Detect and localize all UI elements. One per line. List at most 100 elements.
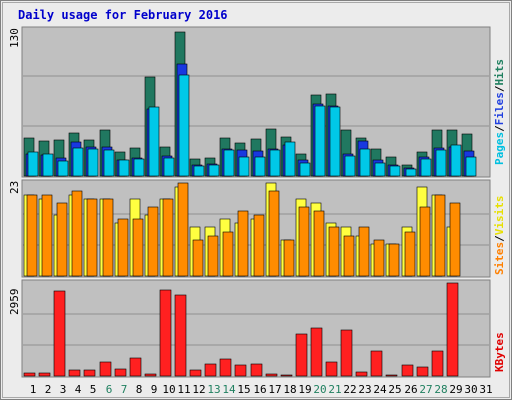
x-tick-label-day-9: 9 [151, 383, 158, 396]
bar-sites-day-17 [268, 190, 280, 277]
chart-title: Daily usage for February 2016 [18, 8, 228, 22]
bar-sites-day-2 [41, 194, 53, 277]
bar-sites-day-1 [26, 194, 38, 277]
x-tick-label-day-5: 5 [90, 383, 97, 396]
bar-pages-day-23 [359, 148, 371, 177]
x-tick-label-day-14: 14 [222, 383, 236, 396]
bar-sites-day-6 [102, 198, 114, 277]
x-tick-label-day-2: 2 [45, 383, 52, 396]
bar-kbytes-day-14 [219, 358, 232, 377]
bar-kbytes-day-2 [38, 372, 51, 377]
bar-kbytes-day-15 [234, 364, 247, 377]
x-tick-label-day-16: 16 [253, 383, 266, 396]
bar-kbytes-day-6 [99, 361, 112, 377]
bar-pages-day-14 [223, 149, 235, 177]
x-tick-label-day-4: 4 [75, 383, 82, 396]
x-tick-label-day-3: 3 [60, 383, 67, 396]
bar-pages-day-8 [133, 158, 145, 177]
x-tick-label-day-26: 26 [404, 383, 417, 396]
panel-bars [23, 31, 477, 177]
x-tick-label-day-11: 11 [177, 383, 190, 396]
bar-sites-day-24 [373, 239, 385, 277]
bar-kbytes-day-19 [295, 333, 308, 377]
hits-files-pages-panel: 130 Pages/Files/Hits [8, 26, 506, 178]
x-tick-label-day-22: 22 [343, 383, 356, 396]
bar-pages-day-12 [193, 165, 205, 177]
bar-kbytes-day-3 [53, 290, 66, 377]
x-tick-label-day-6: 6 [106, 383, 113, 396]
bar-pages-day-7 [118, 159, 130, 177]
series-label-hits: Hits [493, 59, 506, 86]
bar-kbytes-day-18 [280, 374, 293, 377]
bar-sites-day-10 [162, 198, 174, 277]
bar-kbytes-day-12 [189, 369, 202, 377]
bar-sites-day-13 [207, 235, 219, 277]
bar-pages-day-11 [178, 74, 190, 177]
bar-pages-day-30 [465, 156, 477, 177]
panel-background [21, 279, 491, 378]
series-labels-hits-files-pages: Pages/Files/Hits [493, 59, 506, 165]
x-tick-label-day-18: 18 [283, 383, 296, 396]
bar-pages-day-29 [450, 144, 462, 177]
bar-kbytes-day-1 [23, 372, 36, 377]
x-tick-label-day-31: 31 [479, 383, 492, 396]
bar-pages-day-13 [208, 164, 220, 177]
x-tick-label-day-13: 13 [207, 383, 220, 396]
x-tick-label-day-23: 23 [358, 383, 371, 396]
bar-pages-day-24 [374, 162, 386, 177]
series-label-kbytes-text: KBytes [493, 332, 506, 372]
x-tick-label-day-30: 30 [464, 383, 477, 396]
bar-pages-day-9 [148, 106, 160, 177]
bar-sites-day-8 [132, 218, 144, 277]
x-tick-label-day-24: 24 [373, 383, 387, 396]
bar-pages-day-19 [299, 162, 311, 177]
sites-visits-panel: 23 Sites/Visits [8, 179, 506, 278]
bar-pages-day-3 [57, 160, 69, 177]
bar-sites-day-4 [71, 190, 83, 277]
bar-kbytes-day-25 [385, 374, 398, 377]
x-tick-label-day-8: 8 [136, 383, 143, 396]
bar-pages-day-27 [420, 158, 432, 177]
panel-max-label: 23 [8, 181, 21, 194]
bar-pages-day-22 [344, 155, 356, 177]
bar-kbytes-day-22 [340, 329, 353, 377]
bar-kbytes-day-27 [416, 366, 429, 377]
bar-sites-day-25 [388, 243, 400, 277]
series-label-sites: Sites [493, 242, 506, 275]
panel-bars [23, 182, 461, 277]
bar-pages-day-26 [405, 168, 417, 177]
bar-kbytes-day-4 [68, 369, 81, 377]
bar-sites-day-29 [449, 202, 461, 277]
x-tick-label-day-25: 25 [388, 383, 401, 396]
bar-pages-day-25 [389, 165, 401, 177]
bar-sites-day-7 [117, 218, 129, 277]
bar-pages-day-1 [27, 151, 39, 177]
bar-kbytes-day-11 [174, 294, 187, 377]
bar-kbytes-day-5 [83, 369, 96, 377]
bar-kbytes-day-29 [446, 282, 459, 377]
x-tick-label-day-10: 10 [162, 383, 175, 396]
bar-kbytes-day-20 [310, 327, 323, 377]
bar-kbytes-day-24 [370, 350, 383, 377]
bar-pages-day-6 [103, 149, 115, 177]
bar-sites-day-20 [313, 210, 325, 277]
series-label-files: Files [493, 92, 506, 125]
bar-sites-day-21 [328, 226, 340, 277]
bar-sites-day-5 [86, 198, 98, 277]
x-tick-label-day-15: 15 [237, 383, 250, 396]
panel-bars [23, 282, 459, 377]
bar-pages-day-18 [284, 141, 296, 177]
bar-pages-day-28 [435, 149, 447, 177]
series-labels-sites-visits: Sites/Visits [493, 196, 506, 276]
bar-sites-day-22 [343, 235, 355, 277]
series-label-sep: / [493, 85, 506, 92]
panel-gridlines [23, 75, 489, 127]
bar-sites-day-23 [358, 226, 370, 277]
bar-pages-day-16 [254, 156, 266, 177]
x-axis-day-labels: 1 2 3 4 5 6 7 8 9 10 11 12 13 14 15 16 17 18 19 20 21 22 23 24 2… [30, 383, 493, 396]
bar-sites-day-12 [192, 239, 204, 277]
panel-max-label: 2959 [8, 289, 21, 316]
kbytes-panel: 2959 KBytes [8, 279, 506, 378]
